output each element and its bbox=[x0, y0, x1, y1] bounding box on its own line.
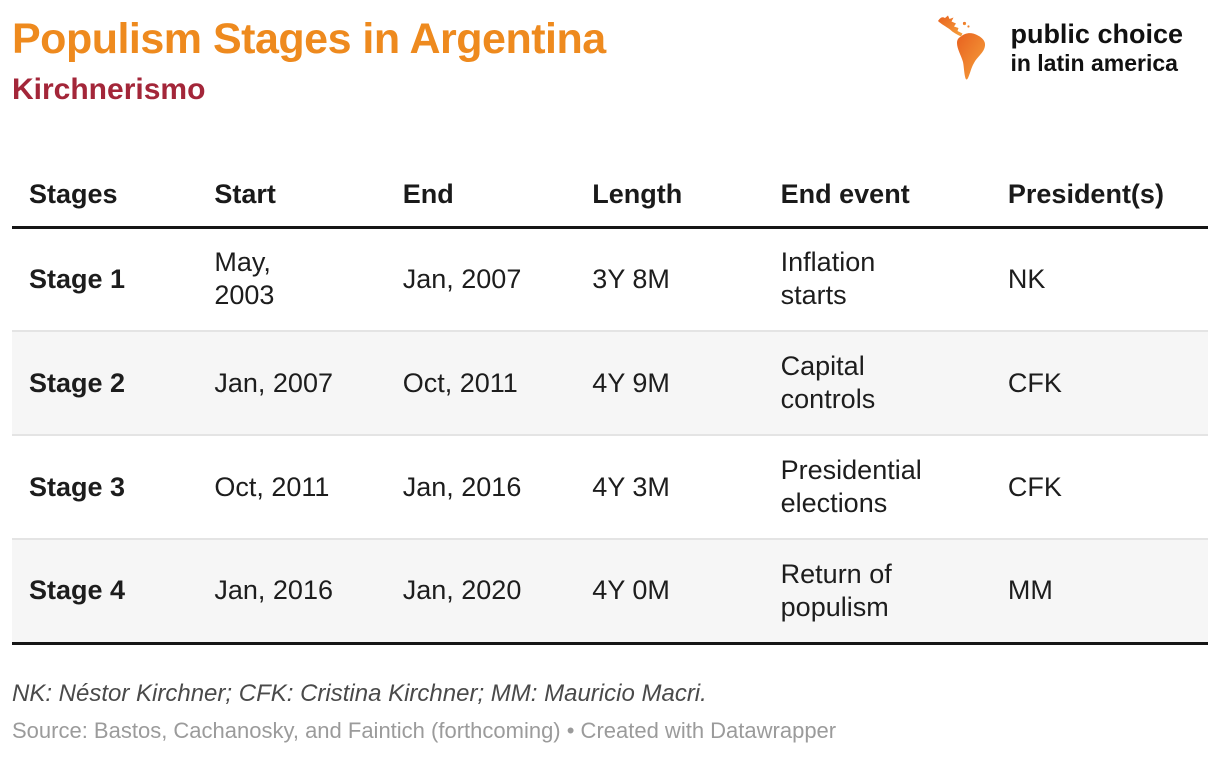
length-cell: 4Y 0M bbox=[575, 538, 764, 645]
stage-cell: Stage 4 bbox=[12, 538, 198, 645]
presidents-cell: CFK bbox=[990, 330, 1208, 436]
presidents-cell: CFK bbox=[990, 434, 1208, 540]
end-cell: Jan, 2016 bbox=[385, 434, 576, 540]
length-cell: 4Y 9M bbox=[575, 330, 764, 436]
brand-name-line1: public choice bbox=[1010, 19, 1183, 49]
page-subtitle: Kirchnerismo bbox=[12, 73, 206, 107]
start-cell: Jan, 2016 bbox=[197, 538, 386, 645]
end-event-cell: Capital controls bbox=[763, 330, 991, 436]
stage-cell: Stage 2 bbox=[12, 330, 198, 436]
latin-america-map-icon bbox=[937, 12, 997, 85]
length-cell: 3Y 8M bbox=[592, 263, 670, 294]
brand-logo: public choice in latin america bbox=[937, 12, 1183, 85]
table-header-row: Stages Start End Length End event Presid… bbox=[12, 163, 1208, 229]
source-line: Source: Bastos, Cachanosky, and Faintich… bbox=[12, 717, 837, 743]
footnote: NK: Néstor Kirchner; CFK: Cristina Kirch… bbox=[12, 679, 707, 707]
stage-cell: Stage 1 bbox=[29, 263, 126, 294]
end-event-cell: Presidential elections bbox=[763, 434, 991, 540]
length-cell: 4Y 3M bbox=[575, 434, 764, 540]
presidents-cell: MM bbox=[990, 538, 1208, 645]
column-header-length: Length bbox=[575, 163, 764, 229]
end-cell: Oct, 2011 bbox=[385, 330, 576, 436]
end-cell: Jan, 2020 bbox=[385, 538, 576, 645]
start-cell: Oct, 2011 bbox=[197, 434, 386, 540]
presidents-cell: NK bbox=[1007, 263, 1046, 294]
column-header-end-event: End event bbox=[763, 163, 991, 229]
table-row: Stage 3 Oct, 2011 Jan, 2016 4Y 3M Presid… bbox=[12, 434, 1208, 540]
page-title: Populism Stages in Argentina bbox=[12, 15, 606, 63]
stages-table: Stages Start End Length End event Presid… bbox=[12, 163, 1208, 645]
table-row: Stage 1 May, 2003 Jan, 2007 3Y 8M Inflat… bbox=[12, 227, 1208, 331]
column-header-presidents: President(s) bbox=[990, 163, 1208, 229]
column-header-start: Start bbox=[197, 163, 386, 229]
end-event-cell: Return of populism bbox=[763, 538, 991, 645]
brand-name-line2: in latin america bbox=[1010, 50, 1178, 77]
column-header-end: End bbox=[385, 163, 576, 229]
start-cell: Jan, 2007 bbox=[197, 330, 386, 436]
header: Populism Stages in Argentina Kirchnerism… bbox=[12, 0, 1208, 108]
start-cell: May, 2003 bbox=[214, 247, 275, 311]
end-event-cell: Inflation starts bbox=[780, 247, 876, 311]
stage-cell: Stage 3 bbox=[12, 434, 198, 540]
table-row: Stage 4 Jan, 2016 Jan, 2020 4Y 0M Return… bbox=[12, 538, 1208, 645]
page: Populism Stages in Argentina Kirchnerism… bbox=[12, 0, 1208, 743]
column-header-stages: Stages bbox=[12, 163, 198, 229]
end-cell: Jan, 2007 bbox=[402, 263, 522, 294]
brand-name: public choice in latin america bbox=[1010, 19, 1183, 76]
table-row: Stage 2 Jan, 2007 Oct, 2011 4Y 9M Capita… bbox=[12, 330, 1208, 436]
